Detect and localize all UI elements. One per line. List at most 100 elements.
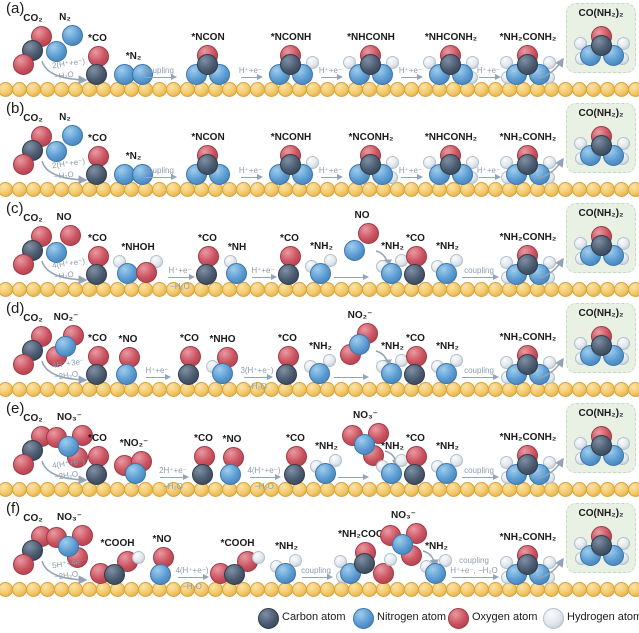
atom-nitrogen	[381, 263, 402, 284]
molecule-label: *NCONH₂	[348, 132, 394, 143]
curved-arrow-icon	[41, 460, 88, 485]
atom-carbon	[591, 135, 612, 156]
arrow-label: H⁺+e⁻	[398, 166, 423, 175]
atom-nitrogen	[310, 263, 331, 284]
curved-reaction-arrow: 2(H⁺+e⁻) −H₂O	[40, 154, 96, 186]
arrow-label: H⁺+e⁻	[251, 266, 275, 275]
atom-nitrogen	[46, 41, 67, 62]
adsorbed-species: *NO	[116, 334, 140, 385]
atom-carbon	[360, 154, 381, 175]
adsorbed-species: *N₂	[114, 151, 153, 185]
atom-carbon	[517, 554, 538, 575]
atom-nitrogen	[150, 564, 171, 585]
adsorbed-species: *NHCONH₂	[423, 32, 479, 85]
surface-atom	[152, 82, 167, 97]
product-molecule	[574, 126, 630, 166]
surface-atom	[26, 582, 41, 597]
atom-hydrogen	[439, 554, 452, 567]
catalyst-surface	[0, 382, 639, 397]
molecule-label: NO₃⁻	[57, 412, 82, 423]
oxygen-atom-swatch	[448, 608, 469, 629]
adsorbed-species: *CO	[276, 333, 299, 385]
atom-nitrogen	[62, 25, 83, 46]
surface-atom	[600, 182, 615, 197]
entry-arrow-icon	[537, 457, 564, 479]
atom-carbon	[591, 335, 612, 356]
atom-nitrogen	[381, 463, 402, 484]
atom-carbon	[86, 64, 107, 85]
surface-atom	[404, 82, 419, 97]
molecule-label: *NH₂CONH₂	[499, 132, 557, 143]
atom-nitrogen	[46, 242, 67, 263]
surface-atom	[586, 382, 601, 397]
entry-arrow-icon	[537, 557, 564, 579]
surface-atom	[614, 82, 629, 97]
adsorbed-species: *NH₂	[431, 241, 464, 285]
atom-carbon	[517, 354, 538, 375]
product-label: CO(NH₂)₂	[578, 108, 624, 119]
molecule-label: *NH₂CONH₂	[499, 232, 557, 243]
product-box: CO(NH₂)₂	[566, 203, 636, 273]
arrow-label: −H₂O	[182, 582, 202, 591]
molecule-label: *NH₂	[275, 541, 298, 552]
catalyst-surface	[0, 182, 639, 197]
incoming-molecule: NO	[344, 210, 380, 262]
atom-nitrogen	[309, 363, 330, 384]
atom-carbon	[86, 464, 107, 485]
arrow-shaft-icon	[252, 273, 277, 280]
adsorbed-species: *CO	[404, 433, 427, 485]
surface-atom	[362, 482, 377, 497]
atom-carbon	[591, 535, 612, 556]
arrow-label: H⁺+e⁻, −H₂O	[450, 566, 498, 575]
arrow-label: 4(H⁺+e⁻)	[175, 566, 209, 575]
surface-atom	[600, 382, 615, 397]
atom-hydrogen	[324, 254, 337, 267]
product-molecule	[574, 526, 630, 566]
surface-atom	[166, 182, 181, 197]
arrow-shaft-icon	[462, 273, 499, 280]
product-molecule	[574, 226, 630, 266]
molecule-label: *NH₂	[310, 241, 333, 252]
atom-nitrogen	[62, 125, 83, 146]
surface-atom	[320, 182, 335, 197]
molecule-label: *NH₂	[436, 441, 459, 452]
molecule-label: *CO	[280, 233, 299, 244]
adsorbed-species: *NH₂	[431, 341, 464, 385]
surface-atom	[474, 382, 489, 397]
atom-carbon	[280, 154, 301, 175]
hydrogen-atom-swatch	[543, 608, 564, 629]
adsorbed-species: *CO	[404, 333, 427, 385]
curved-reaction-arrow: 2(H⁺+e⁻) −H₂O	[40, 54, 96, 86]
adsorbed-species: *COOH	[210, 538, 265, 585]
molecule-label: *CO	[180, 333, 199, 344]
molecule-label: N₂	[59, 12, 71, 23]
surface-atom	[600, 82, 615, 97]
adsorbed-species: *CO	[404, 233, 427, 285]
surface-atom	[26, 282, 41, 297]
surface-atom	[474, 282, 489, 297]
surface-atom	[12, 82, 27, 97]
atom-nitrogen	[212, 363, 233, 384]
adsorbed-species: *CO	[196, 233, 219, 285]
surface-atom	[404, 182, 419, 197]
molecule-label: *NH₂	[315, 441, 338, 452]
adsorbed-species: *NCON	[180, 132, 236, 185]
atom-carbon	[517, 54, 538, 75]
molecule-label: *CO	[88, 133, 107, 144]
molecule-label: *NH₂	[436, 241, 459, 252]
arrow-shaft-icon	[462, 373, 499, 380]
product-label: CO(NH₂)₂	[578, 508, 624, 519]
arrow-shaft-icon	[338, 473, 369, 480]
molecule-label: CO₂	[23, 113, 43, 124]
surface-atom	[572, 382, 587, 397]
adsorbed-species: *NH₂	[376, 341, 409, 385]
molecule-label: NO₃⁻	[57, 512, 82, 523]
surface-atom	[460, 582, 475, 597]
surface-atom	[320, 82, 335, 97]
product-entry-arrow	[537, 356, 567, 385]
atom-nitrogen	[436, 363, 457, 384]
molecule-label: N₂	[59, 112, 71, 123]
molecule-label: *NH₂	[309, 341, 332, 352]
adsorbed-species: *NH₂	[420, 541, 453, 585]
molecule-label: *NH₂	[436, 341, 459, 352]
